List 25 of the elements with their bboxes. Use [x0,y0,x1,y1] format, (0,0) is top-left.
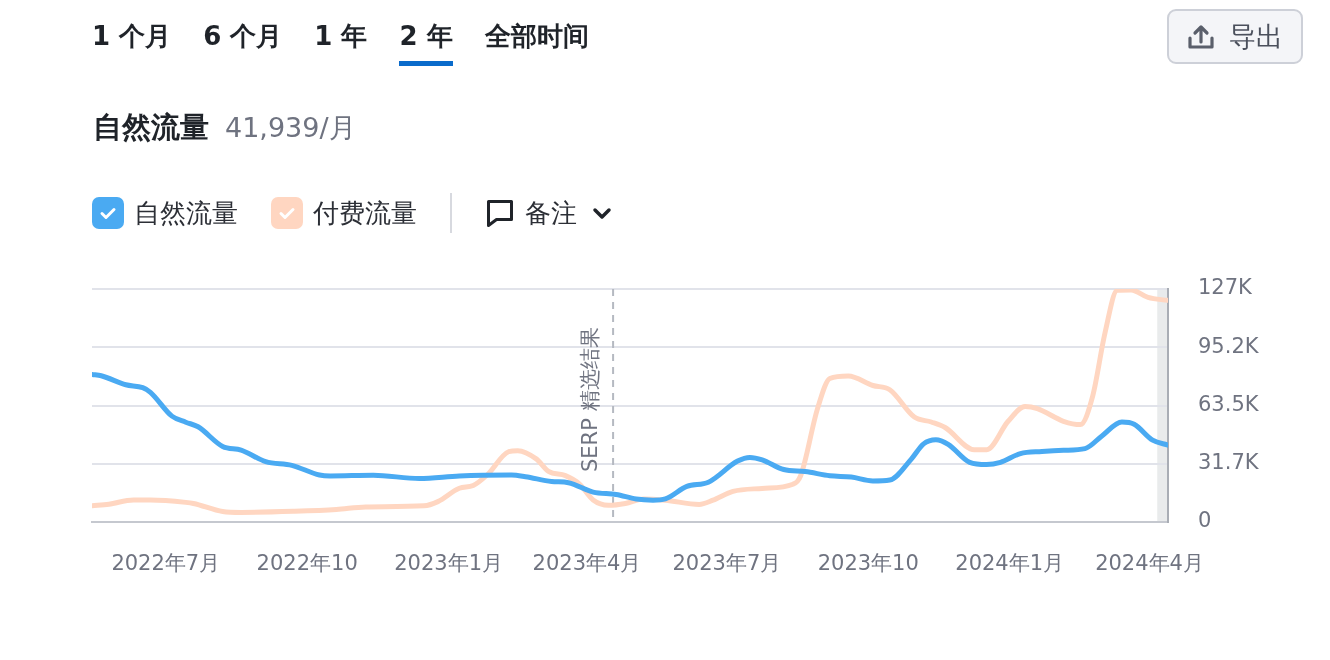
legend-label: 自然流量 [134,196,238,230]
y-tick-label: 0 [1198,508,1212,533]
chart-title: 自然流量 [93,109,209,146]
text: 6 个月 [203,20,283,53]
text: 1 年 [314,20,368,53]
text: 1 个月 [92,20,172,53]
y-tick-label: 127K [1198,275,1254,300]
x-tick-label: 2023年7月 [672,551,782,576]
x-tick-label: 2023年10 [817,551,919,576]
chart-subtitle: 41,939/月 [225,111,356,145]
x-tick-label: 2023年1月 [394,551,504,576]
x-tick-label: 2024年4月 [1095,551,1204,576]
text: 备注 [525,196,577,230]
x-tick-label: 2023年4月 [532,551,642,576]
legend-label: 付费流量 [313,196,417,230]
text: 2 年 [399,20,453,53]
y-tick-label: 31.7K [1198,450,1260,475]
x-tick-label: 2022年7月 [111,551,221,576]
x-tick-label: 2024年1月 [955,551,1065,576]
y-tick-label: 63.5K [1198,391,1260,416]
x-tick-label: 2022年10 [256,551,358,576]
ref-line-label: SERP 精选结果 [578,327,603,472]
text: 全部时间 [484,20,589,53]
y-tick-label: 95.2K [1198,333,1260,358]
export-button: 导出 [1167,9,1303,64]
